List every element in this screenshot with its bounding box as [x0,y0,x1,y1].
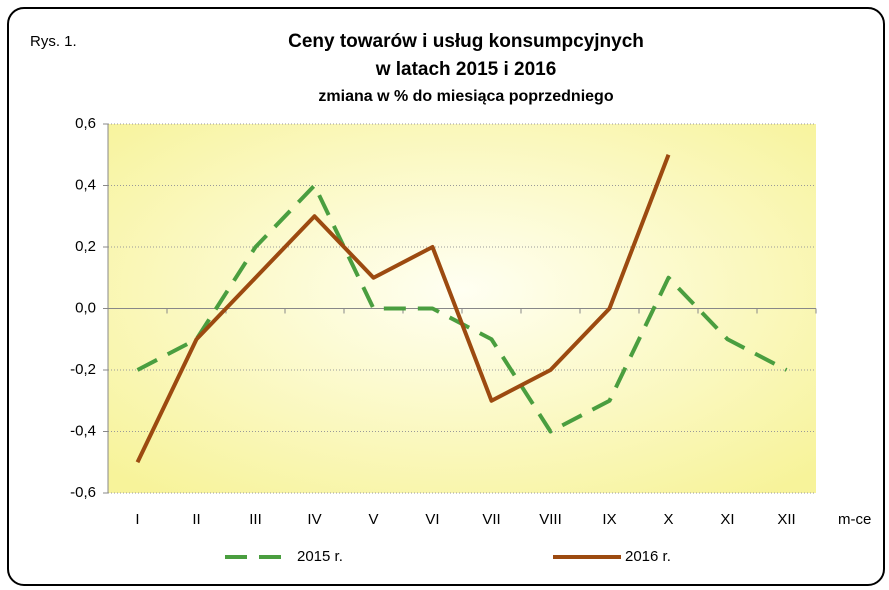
x-tick-label: VII [482,511,500,528]
x-tick-label: IX [602,511,616,528]
x-tick-label: I [135,511,139,528]
y-tick-label: -0,6 [70,484,96,501]
series-line [135,154,671,464]
x-tick-label: VI [425,511,439,528]
y-tick-label: 0,2 [75,238,96,255]
y-tick-label: 0,6 [75,115,96,132]
x-tick-label: V [368,511,378,528]
x-tick-label: II [192,511,200,528]
y-tick-label: -0,4 [70,422,96,439]
y-tick-label: 0,4 [75,176,96,193]
legend-label: 2015 r. [297,548,343,565]
x-tick-label: IV [307,511,321,528]
x-axis-label: m-ce [838,511,871,528]
y-tick-label: 0,0 [75,299,96,316]
x-tick-label: XII [777,511,795,528]
legend-label: 2016 r. [625,548,671,565]
figure-label: Rys. 1. [30,33,77,50]
x-tick-label: XI [720,511,734,528]
chart-title: Ceny towarów i usług konsumpcyjnych [288,31,644,52]
x-tick-label: VIII [539,511,562,528]
chart-title: w latach 2015 i 2016 [375,59,557,80]
x-tick-label: X [663,511,673,528]
chart-subtitle: zmiana w % do miesiąca poprzedniego [318,88,613,105]
y-tick-label: -0,2 [70,361,96,378]
x-tick-label: III [249,511,262,528]
